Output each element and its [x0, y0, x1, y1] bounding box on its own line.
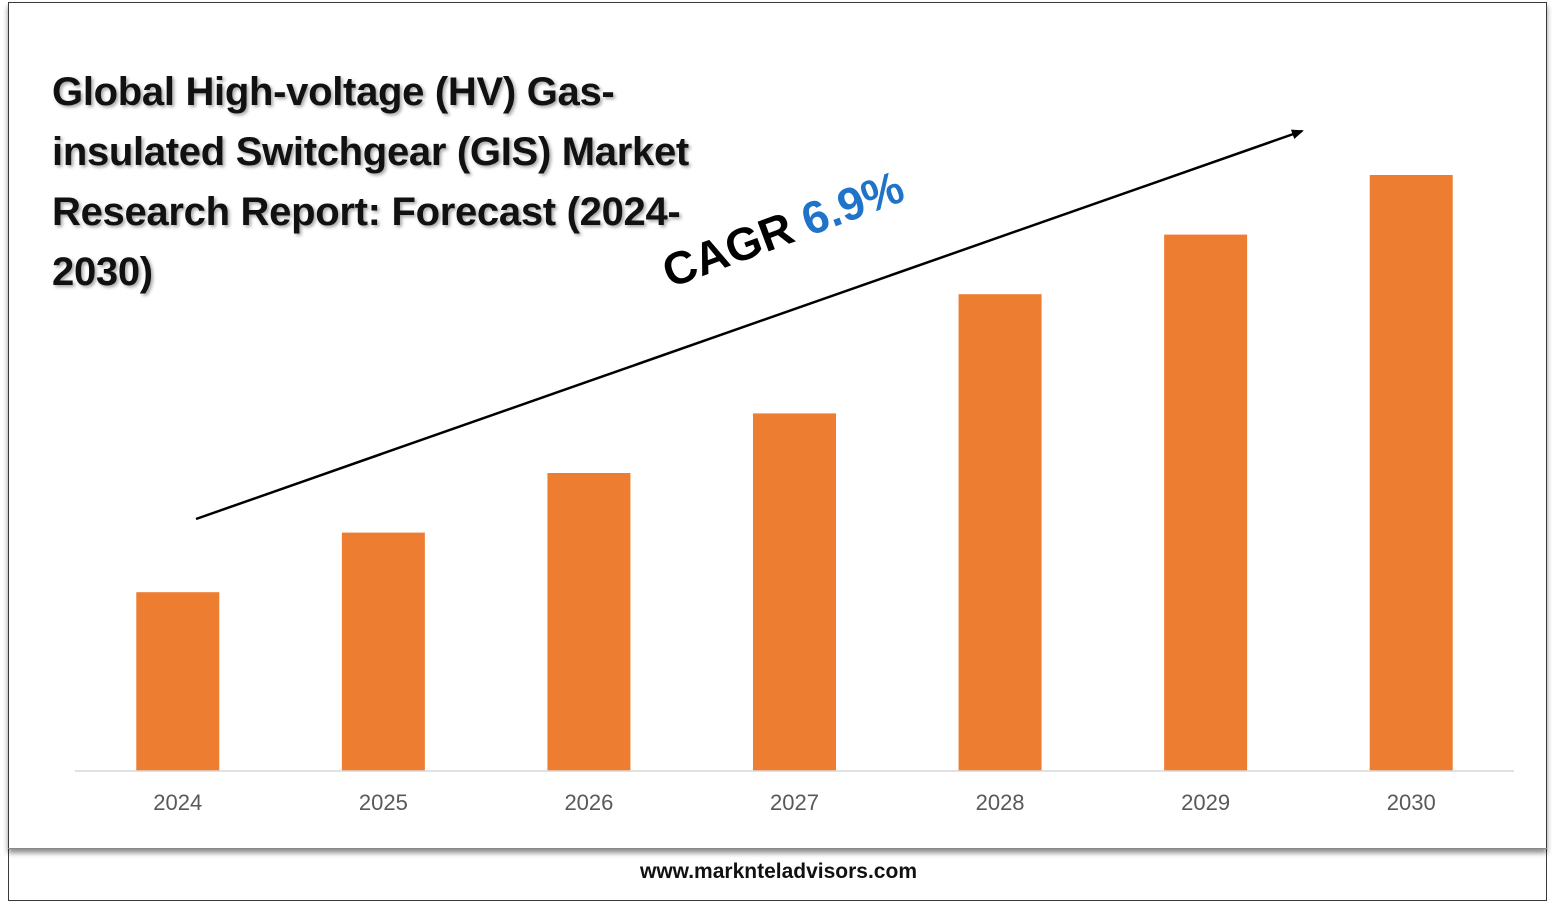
bar-2030: [1369, 175, 1453, 771]
chart-panel: [8, 2, 1547, 849]
footer-url: www.marknteladvisors.com: [640, 860, 917, 883]
bar-2026: [547, 473, 631, 771]
x-tick-labels: 2024 2025 2026 2027 2028 2029 2030: [153, 790, 1435, 815]
bar-2027: [753, 413, 836, 771]
x-tick-2026: 2026: [564, 790, 613, 815]
x-tick-2024: 2024: [153, 790, 202, 815]
bar-2025: [341, 532, 425, 771]
bar-2024: [136, 592, 220, 771]
x-tick-2025: 2025: [359, 790, 408, 815]
chart-title: Global High-voltage (HV) Gas-insulated S…: [52, 70, 689, 294]
trend-arrow: [195, 129, 1304, 521]
bars-group: [136, 175, 1453, 772]
x-tick-2029: 2029: [1181, 790, 1230, 815]
bar-2028: [958, 294, 1042, 771]
x-tick-2028: 2028: [976, 790, 1025, 815]
x-tick-2027: 2027: [770, 790, 819, 815]
x-tick-2030: 2030: [1387, 790, 1436, 815]
bar-2029: [1164, 234, 1248, 772]
